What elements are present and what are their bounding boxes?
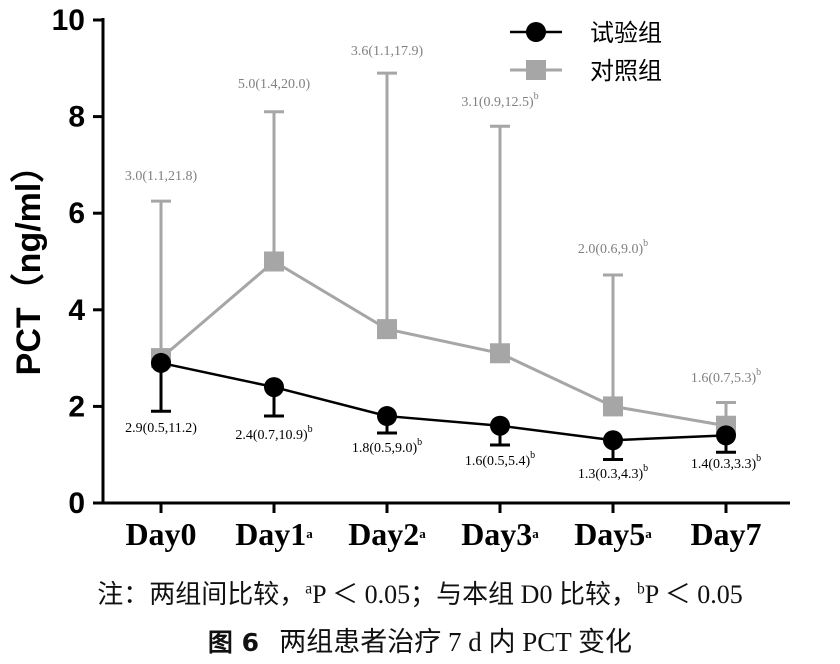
data-point-control	[264, 251, 284, 272]
x-tick-label: Day3a	[461, 516, 539, 552]
data-label-control: 3.6(1.1,17.9)	[351, 44, 424, 59]
x-tick-label: Day1a	[235, 516, 313, 552]
data-point-experimental	[377, 406, 397, 427]
legend-marker-control	[526, 60, 546, 80]
note-prefix: 注：两组间比较，	[97, 580, 306, 609]
data-label-experimental: 2.9(0.5,11.2)	[125, 421, 197, 436]
note-stat-b: P ＜ 0.05	[644, 580, 743, 609]
pct-line-chart: 0 2 4 6 8 10 PCT（ng/ml） Day0 Day1a Day2a Day3a Day5…	[9, 4, 790, 552]
y-tick-label: 2	[68, 390, 85, 423]
data-label-experimental: 1.4(0.3,3.3)b	[691, 453, 761, 472]
y-tick-label: 8	[68, 101, 85, 134]
data-point-experimental	[603, 430, 623, 451]
data-point-control	[377, 319, 397, 340]
x-tick-label: Day0	[125, 516, 196, 552]
series-line-control	[160, 259, 727, 428]
legend-label-control: 对照组	[590, 57, 662, 85]
note-stat-a: P ＜ 0.05；与本组 D0 比较，	[312, 580, 637, 609]
x-tick-label: Day2a	[348, 516, 426, 552]
data-label-control: 3.1(0.9,12.5)b	[461, 91, 538, 110]
data-label-control: 2.0(0.6,9.0)b	[578, 238, 648, 257]
legend-marker-experimental	[526, 22, 546, 42]
note-sup-a: a	[305, 580, 313, 598]
series-line-experimental	[160, 361, 727, 442]
y-tick-label: 10	[52, 4, 85, 37]
data-point-experimental	[716, 425, 736, 446]
note-sup-b: b	[636, 580, 645, 598]
data-label-experimental: 1.6(0.5,5.4)b	[465, 450, 535, 469]
data-point-experimental	[151, 352, 171, 373]
data-label-control: 3.0(1.1,21.8)	[125, 169, 198, 184]
data-label-control: 1.6(0.7,5.3)b	[691, 367, 761, 386]
data-point-control	[603, 396, 623, 417]
x-tick-label: Day7	[690, 516, 761, 552]
data-point-experimental	[490, 415, 510, 436]
data-point-control	[490, 343, 510, 364]
data-label-control: 5.0(1.4,20.0)	[238, 77, 311, 92]
y-tick-label: 4	[68, 294, 85, 327]
figure-number: 图 6	[207, 628, 260, 657]
figure-title: 两组患者治疗 7 d 内 PCT 变化	[279, 627, 633, 657]
legend-label-experimental: 试验组	[590, 19, 662, 47]
x-tick-label: Day5a	[574, 516, 652, 552]
data-label-experimental: 1.8(0.5,9.0)b	[352, 437, 422, 456]
y-axis-title: PCT（ng/ml）	[9, 149, 48, 376]
data-label-experimental: 2.4(0.7,10.9)b	[235, 424, 312, 443]
y-tick-label: 6	[68, 197, 85, 230]
figure-caption: 图 6 两组患者治疗 7 d 内 PCT 变化	[0, 620, 840, 659]
data-point-experimental	[264, 377, 284, 398]
chart-note: 注：两组间比较，aP ＜ 0.05；与本组 D0 比较，bP ＜ 0.05	[0, 574, 840, 611]
data-label-experimental: 1.3(0.3,4.3)b	[578, 463, 648, 482]
y-tick-label: 0	[68, 487, 85, 520]
